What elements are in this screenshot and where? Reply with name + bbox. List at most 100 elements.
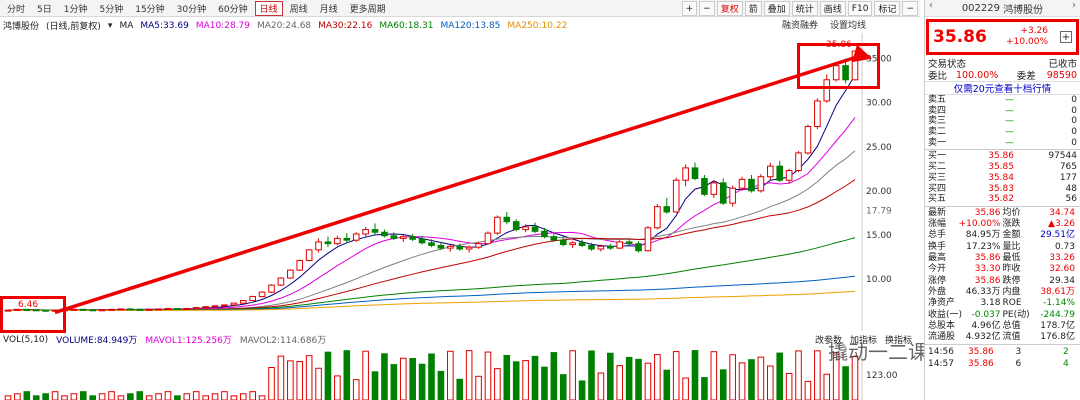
volume-bar [851,356,859,400]
volume-bar [249,391,256,400]
tick-list: 14:56 35.86 3 2 14:57 35.86 6 4 [925,346,1080,370]
ma60-value: MA60:18.31 [379,20,434,31]
candle-body [418,238,426,244]
buy-1-price: 35.86 [988,151,1014,162]
candle-body [616,241,624,249]
candle-body [4,309,12,312]
watermark: 撬动一二课 [828,340,928,364]
overlay-button[interactable]: 叠加 [763,1,790,16]
stat-cell: -0.037 [971,309,1001,320]
stat-cell: 流通股 [928,332,956,343]
add-watchlist-icon[interactable]: + [1060,31,1072,43]
candle-body [494,216,501,234]
volume-bar [597,372,605,400]
volume-axis-label: 123.00 [866,371,898,381]
volume-bar [785,372,793,400]
period-toolbar: 分时 5日 1分钟 5分钟 15分钟 30分钟 60分钟 日线 周线 月线 更多… [0,0,920,17]
volume-bar [155,393,162,400]
add-indicator-button[interactable]: 加指标 [849,336,877,346]
period-30min[interactable]: 30分钟 [176,4,207,15]
candle-body [89,309,97,312]
volume-bar [174,395,181,400]
ma-label: MA [119,20,134,31]
period-5day[interactable]: 5日 [37,4,52,15]
period-weekly[interactable]: 周线 [289,4,308,15]
period-1min[interactable]: 1分钟 [63,4,88,15]
candle-body [559,239,567,246]
candle-body [334,237,341,245]
adjust-button[interactable]: 复权 [716,1,743,16]
stats-grid: 最新 35.86 均价 34.74 涨幅 +10.00% 涨跌 ▲3.26 总手 84.95万 金额… [925,208,1080,344]
draw-line-button[interactable]: 画线 [819,1,846,16]
candlestick-chart[interactable]: 35.0030.0025.0020.0017.7915.0010.006.463… [0,33,920,331]
ma-legend: 鸿博股份 (日线,前复权) ▾ MA MA5:33.69 MA10:28.79 … [0,18,920,33]
collapse-button[interactable]: − [902,1,918,16]
stat-cell: 178.7亿 [1040,320,1075,331]
volume-bar [381,353,388,400]
period-daily[interactable]: 日线 [254,0,283,16]
stat-cell: 总股本 [928,320,956,331]
next-stock-icon[interactable]: › [1072,0,1076,11]
f10-button[interactable]: F10 [847,1,873,16]
chart-tools: + − 复权 箭 叠加 统计 画线 F10 标记 − [680,1,918,16]
volume-bar [719,369,727,400]
volume-bar [258,395,266,400]
candle-body [42,309,49,312]
volume-bar [616,365,624,400]
volume-bar [437,370,445,400]
candle-body [249,296,256,302]
candle-body [428,242,435,246]
volume-bar [823,373,831,400]
buy-2-price: 35.85 [988,162,1014,173]
volume-legend: VOL(5,10) VOLUME:84.949万 MAVOL1:125.256万… [0,333,920,347]
stat-cell: 32.60 [1049,264,1075,275]
period-15min[interactable]: 15分钟 [135,4,165,15]
prev-stock-icon[interactable]: ‹ [929,0,933,11]
sell-1-price: — [1005,137,1014,148]
volume-bar [343,350,351,400]
volume-bar [635,358,642,400]
volume-bar [804,380,812,400]
period-60min[interactable]: 60分钟 [218,4,248,15]
volume-bar [418,363,426,400]
arrow-button[interactable]: 箭 [744,1,762,16]
stat-cell: 33.26 [1049,253,1075,264]
stats-button[interactable]: 统计 [791,1,818,16]
trend-arrow [54,54,861,315]
swap-indicator-button[interactable]: 换指标 [884,336,912,346]
candle-body [437,244,445,249]
candle-body [230,302,238,306]
stat-cell: 均价 [1002,207,1021,218]
vol-mavol1: MAVOL1:125.256万 [145,336,232,346]
margin-trading-button[interactable]: 融资融券 [782,21,819,31]
zoom-out-button[interactable]: − [699,1,715,16]
stock-title: 鸿博股份 [1003,4,1044,16]
candle-body [221,304,228,307]
sell-1-vol: 0 [1071,137,1077,148]
ma-settings-button[interactable]: 设置均线 [830,21,867,31]
volume-chart[interactable]: 123.00 [0,346,920,400]
period-more[interactable]: 更多周期 [349,4,386,15]
stat-cell: 总值 [1002,320,1021,331]
candle-body [239,300,247,304]
candle-body [456,245,464,250]
change-value: +3.26 [1020,26,1048,36]
zoom-in-button[interactable]: + [681,1,698,16]
period-monthly[interactable]: 月线 [319,4,338,15]
candle-body [578,242,586,246]
buy-4-vol: 48 [1065,183,1077,194]
period-5min[interactable]: 5分钟 [99,4,124,15]
level10-link[interactable]: 仅需20元查看十档行情 [925,81,1080,95]
period-intraday[interactable]: 分时 [7,4,26,15]
panel-header: ‹ 002229 鸿博股份 › [925,0,1080,17]
tick-cell: 2 [1063,347,1069,358]
mark-button[interactable]: 标记 [874,1,901,16]
stat-cell: 外盘 [928,286,947,297]
volume-bar [14,393,21,400]
price-axis-label: 30.00 [866,99,892,109]
ma20-value: MA20:24.68 [256,20,312,31]
volume-bar [221,391,228,400]
stats-divider [925,205,1080,207]
ma-settings-icon[interactable]: ▾ [107,20,113,31]
edit-params-button[interactable]: 改参数 [814,336,842,346]
